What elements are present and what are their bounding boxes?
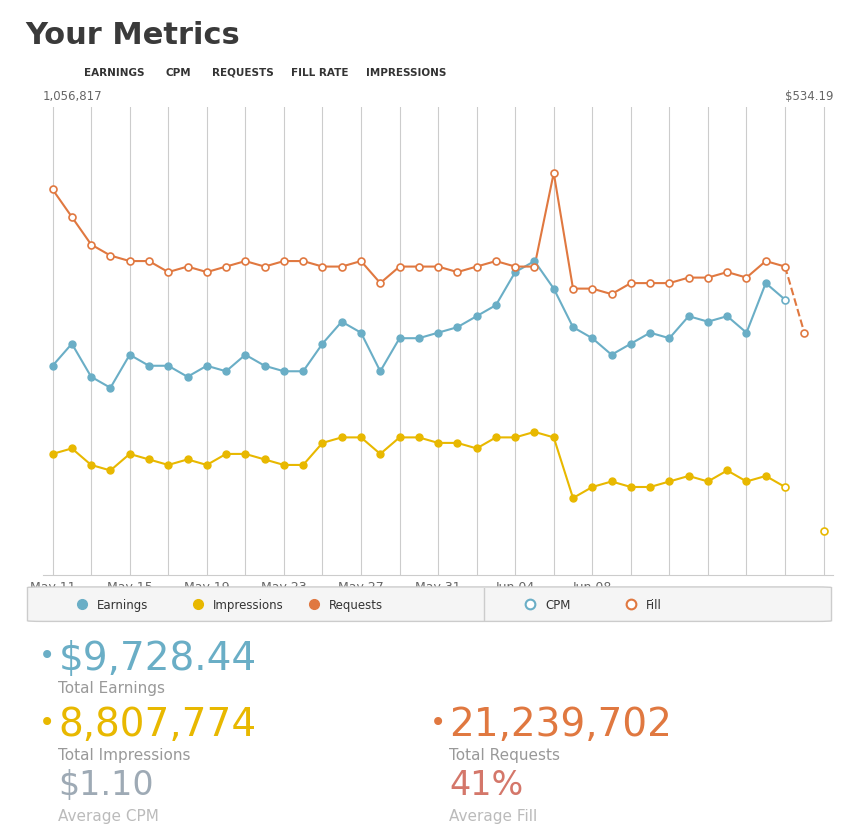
- Text: Total Requests: Total Requests: [449, 747, 560, 762]
- Text: REQUESTS: REQUESTS: [212, 67, 273, 78]
- Text: Total Impressions: Total Impressions: [58, 747, 191, 762]
- Text: 8,807,774: 8,807,774: [58, 705, 257, 744]
- Text: EARNINGS: EARNINGS: [83, 67, 144, 78]
- Text: $534.19: $534.19: [785, 90, 833, 103]
- Text: •: •: [39, 642, 55, 670]
- Text: Average Fill: Average Fill: [449, 808, 538, 823]
- Text: $9,728.44: $9,728.44: [58, 639, 257, 677]
- Text: CPM: CPM: [166, 67, 191, 78]
- Text: 41%: 41%: [449, 768, 523, 802]
- Text: CPM: CPM: [545, 598, 571, 611]
- Text: 1,056,817: 1,056,817: [43, 90, 102, 103]
- Text: Earnings: Earnings: [97, 598, 149, 611]
- Text: Average CPM: Average CPM: [58, 808, 159, 823]
- Text: Your Metrics: Your Metrics: [26, 21, 241, 50]
- FancyBboxPatch shape: [27, 587, 832, 622]
- Text: •: •: [430, 708, 446, 736]
- Text: IMPRESSIONS: IMPRESSIONS: [366, 67, 446, 78]
- Text: Fill: Fill: [646, 598, 661, 611]
- Text: Requests: Requests: [329, 598, 383, 611]
- Text: FILL RATE: FILL RATE: [291, 67, 349, 78]
- Text: Impressions: Impressions: [213, 598, 283, 611]
- Text: $1.10: $1.10: [58, 768, 154, 802]
- Text: ALL: ALL: [39, 67, 60, 78]
- Text: 21,239,702: 21,239,702: [449, 705, 672, 744]
- Text: •: •: [39, 708, 55, 736]
- Text: Total Earnings: Total Earnings: [58, 681, 166, 696]
